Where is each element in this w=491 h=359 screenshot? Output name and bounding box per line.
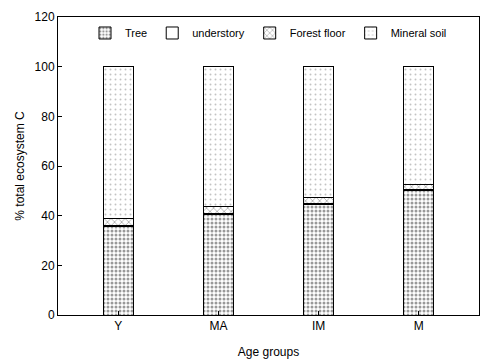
- svg-text:understory: understory: [192, 27, 244, 39]
- svg-text:Age groups: Age groups: [238, 345, 299, 359]
- svg-text:Forest floor: Forest floor: [290, 27, 346, 39]
- svg-text:Mineral soil: Mineral soil: [391, 27, 447, 39]
- svg-text:% total ecosystem C: % total ecosystem C: [13, 111, 27, 221]
- svg-text:IM: IM: [312, 319, 325, 333]
- svg-text:0: 0: [48, 308, 55, 322]
- svg-text:Tree: Tree: [125, 27, 147, 39]
- svg-text:80: 80: [41, 110, 55, 124]
- svg-text:60: 60: [41, 159, 55, 173]
- svg-text:Y: Y: [114, 319, 122, 333]
- svg-text:40: 40: [41, 209, 55, 223]
- svg-text:100: 100: [35, 60, 55, 74]
- svg-text:120: 120: [35, 10, 55, 24]
- svg-text:MA: MA: [209, 319, 227, 333]
- svg-text:20: 20: [41, 259, 55, 273]
- svg-text:M: M: [414, 319, 424, 333]
